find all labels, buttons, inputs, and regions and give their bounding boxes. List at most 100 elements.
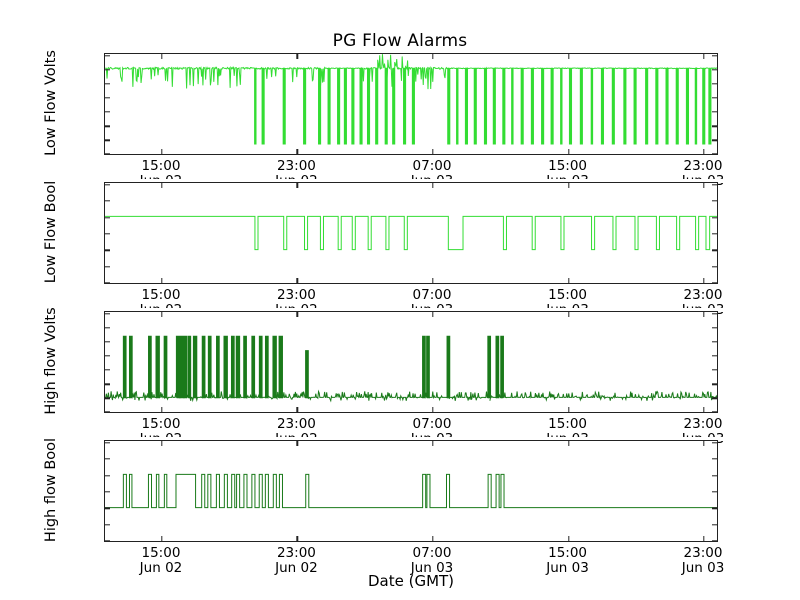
y-tick-mark bbox=[712, 411, 717, 412]
y-tick-mark bbox=[105, 125, 110, 127]
x-tick-mark bbox=[567, 441, 570, 446]
y-tick-mark bbox=[712, 54, 717, 57]
x-tick-mark bbox=[432, 536, 434, 541]
y-tick-mark bbox=[712, 125, 717, 127]
y-tick-mark bbox=[712, 83, 717, 85]
y-tick-mark bbox=[105, 266, 110, 268]
y-tick-mark bbox=[712, 266, 717, 268]
subplot-3: -10123456 bbox=[104, 311, 718, 413]
y-tick-mark bbox=[712, 383, 717, 385]
x-tick-mark bbox=[567, 183, 570, 188]
x-tick-time: 07:00 bbox=[412, 287, 452, 303]
y-tick-mark bbox=[712, 153, 717, 154]
y-tick-mark bbox=[105, 54, 110, 57]
x-tick-mark bbox=[296, 54, 299, 59]
y-tick-mark bbox=[712, 369, 717, 371]
y-tick-mark bbox=[105, 200, 110, 202]
x-tick-time: 23:00 bbox=[276, 545, 316, 561]
y-tick-mark bbox=[712, 540, 717, 541]
x-tick-mark bbox=[432, 149, 434, 154]
x-tick-mark bbox=[432, 407, 434, 412]
x-tick-time: 23:00 bbox=[276, 416, 316, 432]
subplot-1: -10123456 bbox=[104, 53, 718, 155]
x-tick-date: Jun 03 bbox=[681, 559, 725, 576]
y-tick-mark bbox=[105, 397, 110, 399]
y-tick-mark bbox=[712, 111, 717, 113]
x-tick-mark bbox=[432, 54, 434, 59]
x-tick-mark bbox=[161, 183, 163, 188]
y-tick-mark bbox=[105, 111, 110, 113]
y-tick-mark bbox=[712, 341, 717, 343]
x-tick-time: 23:00 bbox=[276, 158, 316, 174]
x-tick-time: 15:00 bbox=[141, 416, 181, 432]
y-tick-mark bbox=[105, 507, 110, 510]
x-tick-mark bbox=[161, 312, 163, 317]
x-tick-time: 15:00 bbox=[548, 287, 588, 303]
data-series-4 bbox=[105, 474, 717, 507]
y-tick-mark bbox=[105, 233, 110, 235]
x-tick-time: 07:00 bbox=[412, 545, 452, 561]
x-tick-time: 23:00 bbox=[683, 416, 723, 432]
y-tick-mark bbox=[712, 458, 717, 460]
x-tick-mark bbox=[703, 312, 705, 317]
x-tick-mark bbox=[567, 407, 570, 412]
data-series-3 bbox=[105, 336, 717, 401]
x-axis-label: Date (GMT) bbox=[367, 572, 455, 590]
y-tick-mark bbox=[105, 474, 110, 477]
data-series-2 bbox=[105, 216, 717, 249]
y-tick-mark bbox=[105, 249, 110, 252]
y-tick-mark bbox=[712, 69, 717, 71]
y-tick-mark bbox=[712, 491, 717, 493]
y-tick-mark bbox=[105, 216, 110, 219]
x-tick-mark bbox=[432, 183, 434, 188]
plot-area-1 bbox=[105, 54, 717, 154]
y-tick-mark bbox=[712, 200, 717, 202]
x-tick-time: 15:00 bbox=[141, 287, 181, 303]
y-tick-mark bbox=[712, 282, 717, 283]
x-tick-mark bbox=[703, 441, 705, 446]
x-tick-time: 15:00 bbox=[548, 416, 588, 432]
x-tick-mark bbox=[296, 536, 299, 541]
x-tick-mark bbox=[567, 278, 570, 283]
plot-area-2 bbox=[105, 183, 717, 283]
y-tick-mark bbox=[105, 540, 110, 541]
y-tick-mark bbox=[712, 507, 717, 510]
x-tick-date: Jun 03 bbox=[410, 559, 454, 576]
y-tick-mark bbox=[105, 355, 110, 357]
panel-clip-mask bbox=[0, 179, 800, 183]
y-tick-mark bbox=[712, 524, 717, 526]
x-tick-time: 23:00 bbox=[683, 287, 723, 303]
x-tick-mark bbox=[432, 441, 434, 446]
x-tick-date: Jun 03 bbox=[546, 559, 589, 576]
y-axis-label-2: Low Flow Bool bbox=[43, 180, 59, 284]
x-tick-mark bbox=[161, 149, 163, 154]
y-axis-label-3: High flow Volts bbox=[43, 307, 59, 415]
y-tick-mark bbox=[712, 312, 717, 315]
y-tick-mark bbox=[105, 282, 110, 283]
x-tick-date: Jun 02 bbox=[275, 559, 318, 576]
x-tick-time: 07:00 bbox=[412, 158, 452, 174]
x-tick-mark bbox=[703, 149, 705, 154]
subplot-2: -1.0-0.50.00.51.01.52.0 bbox=[104, 182, 718, 284]
y-tick-mark bbox=[105, 139, 110, 141]
x-tick-time: 15:00 bbox=[141, 545, 181, 561]
x-tick-mark bbox=[296, 312, 299, 317]
chart-title: PG Flow Alarms bbox=[332, 31, 468, 51]
x-tick-time: 23:00 bbox=[276, 287, 316, 303]
y-tick-mark bbox=[105, 383, 110, 385]
x-tick-mark bbox=[161, 278, 163, 283]
x-tick-time: 15:00 bbox=[548, 158, 588, 174]
y-tick-mark bbox=[105, 369, 110, 371]
y-tick-mark bbox=[105, 83, 110, 85]
y-axis-label-4: High flow Bool bbox=[43, 437, 59, 543]
x-tick-mark bbox=[296, 407, 299, 412]
y-tick-mark bbox=[712, 441, 717, 444]
x-tick-mark bbox=[567, 149, 570, 154]
x-tick-mark bbox=[161, 441, 163, 446]
x-tick-mark bbox=[161, 536, 163, 541]
x-tick-mark bbox=[296, 183, 299, 188]
